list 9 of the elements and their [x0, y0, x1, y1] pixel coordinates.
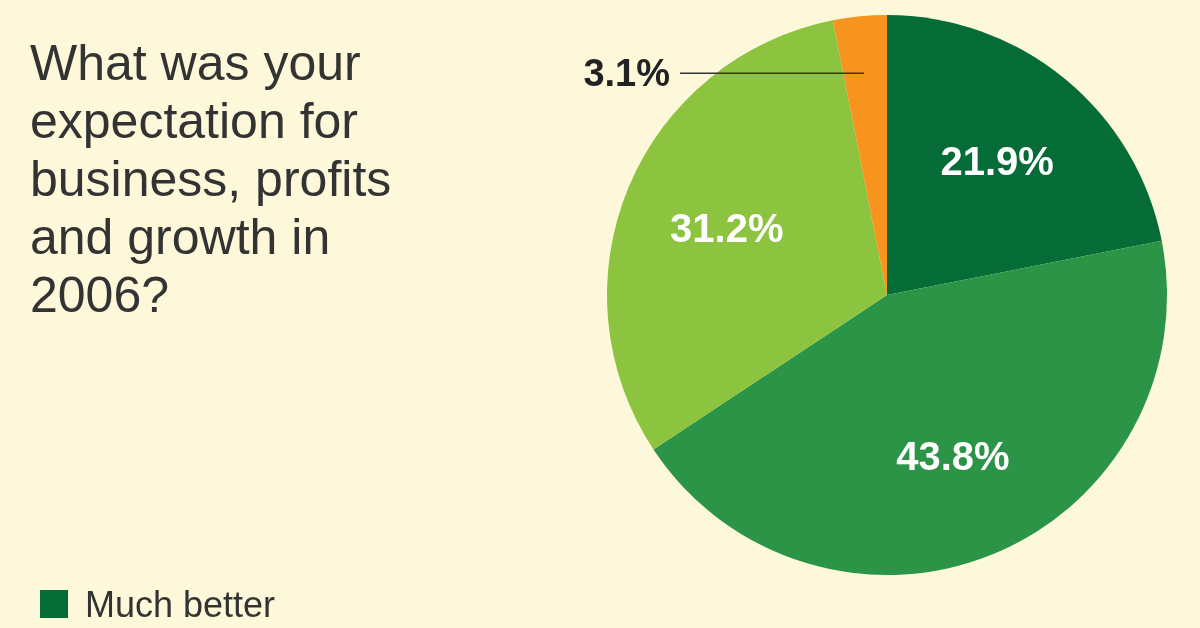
data-label: 21.9% [940, 138, 1054, 183]
data-label: 3.1% [583, 52, 670, 95]
text: What was your expectation for business, profits and growth in 2006? [30, 35, 392, 323]
pie-slice [653, 240, 1167, 575]
data-label: 31.2% [670, 206, 784, 251]
pie-slice [887, 15, 1162, 295]
legend-label: Much better [85, 584, 276, 625]
data-label: 43.8% [896, 433, 1010, 478]
pie-slice [832, 15, 887, 295]
